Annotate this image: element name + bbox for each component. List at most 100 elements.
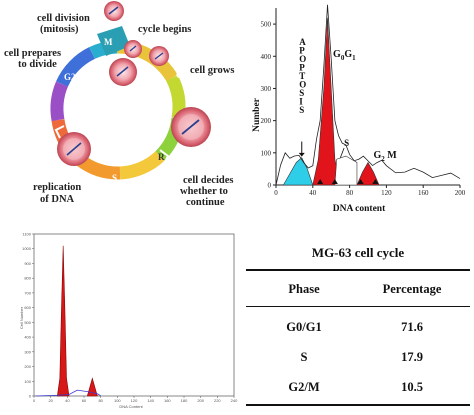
label-cell-prepares: cell prepares to divide [4, 48, 64, 70]
hist2-y-tick-label: 100 [24, 379, 31, 384]
peak-marker [357, 179, 364, 184]
hist2-y-tick-label: 500 [24, 320, 31, 325]
table-row: S 17.9 [246, 342, 470, 372]
table-rule-bottom [246, 404, 470, 406]
hist1-x-tick-label: 160 [418, 189, 429, 197]
phase-g2-label: G2 [64, 72, 76, 82]
hist2-x-tick-label: 100 [114, 398, 121, 403]
hist1-x-tick-label: 0 [274, 189, 278, 197]
hist1-y-tick-label: 0 [268, 182, 272, 190]
hist1-x-tick-label: 120 [381, 189, 392, 197]
hist1-y-axis-label: Number [252, 97, 262, 132]
cell-percentage: 71.6 [401, 320, 423, 334]
g2m-peak-label: G2 M [374, 150, 398, 163]
hist1-x-tick-label: 200 [455, 189, 466, 197]
hist2-x-tick-label: 200 [197, 398, 204, 403]
hist2-x-tick-label: 240 [231, 398, 238, 403]
hist2-x-tick-label: 140 [147, 398, 154, 403]
peak-marker [331, 179, 338, 184]
table-row: G2/M 10.5 [246, 372, 470, 402]
hist1-x-tick-label: 80 [346, 189, 354, 197]
ring-seg-5 [76, 154, 121, 180]
label-replication: replication of DNA [33, 182, 84, 205]
cell-percentage: 10.5 [401, 380, 423, 394]
hist2-y-tick-label: 1100 [22, 232, 31, 237]
table-header-row: Phase Percentage [246, 274, 470, 304]
s-phase-pointer [340, 147, 345, 158]
phase-g1-label: G1 [176, 70, 188, 80]
label-cell-decides: cell decides whether to continue [180, 175, 236, 208]
table-rule-top [246, 269, 470, 271]
hist2-x-tick-label: 20 [48, 398, 53, 403]
s-phase-area [334, 155, 358, 186]
apoptosis-area [282, 157, 314, 186]
hist2-y-tick-label: 700 [24, 290, 31, 295]
hist2-x-tick-label: 220 [214, 398, 221, 403]
hist2-y-tick-label: 900 [24, 261, 31, 266]
cell-top-dividing [104, 1, 124, 21]
peak-marker [372, 179, 379, 184]
hist2-y-tick-label: 200 [24, 364, 31, 369]
cell-phase: S [300, 350, 308, 364]
phase-s-label: S [112, 173, 117, 183]
cell-cycle-diagram: M G2 G1 S R [0, 0, 240, 215]
hist2-y-tick-label: 1000 [22, 246, 32, 251]
table-rule-mid [246, 306, 470, 307]
hist2-x-tick-label: 120 [131, 398, 138, 403]
cell-percentage: 17.9 [401, 350, 423, 364]
hist2-fit-line [35, 389, 101, 397]
hist1-y-tick-label: 100 [261, 149, 272, 157]
cell-small-2 [149, 46, 169, 66]
label-cycle-begins: cycle begins [138, 24, 191, 35]
g2m-peak-area [356, 161, 380, 186]
checkpoint-mark-s [54, 125, 65, 139]
dna-histogram-1: 0 100 200 300 400 500 0 40 80 120 160 200 Number DN… [250, 0, 474, 215]
cell-phase: G2/M [288, 380, 320, 394]
hist2-y-tick-label: 600 [24, 305, 31, 310]
label-cell-division: cell division (mitosis) [37, 13, 92, 35]
hist2-y-tick-label: 0 [29, 394, 32, 399]
g2m-peak-area [86, 377, 98, 397]
checkpoint-mark-r [159, 149, 170, 165]
hist1-y-tick-label: 400 [261, 53, 272, 61]
cell-small-1 [124, 40, 142, 58]
m-phase-wedge [97, 26, 130, 56]
g0g1-peak-area [56, 245, 70, 397]
label-cell-grows: cell grows [190, 65, 234, 76]
hist2-x-tick-label: 180 [181, 398, 188, 403]
hist2-x-tick-label: 0 [33, 398, 36, 403]
hist1-y-tick-label: 500 [261, 21, 272, 29]
cell-large-right [171, 107, 211, 147]
g0g1-peak-area [312, 17, 341, 186]
hist2-x-axis-label: DNA Content [119, 404, 143, 409]
hist2-y-axis-label: Cell Number [19, 306, 24, 329]
hist1-y-tick-label: 300 [261, 85, 272, 93]
hist1-y-tick-label: 200 [261, 117, 272, 125]
hist2-x-tick-label: 40 [65, 398, 70, 403]
ring-seg-4 [119, 151, 165, 180]
cell-large-left [57, 132, 91, 166]
hist1-x-tick-label: 40 [309, 189, 317, 197]
s-phase-label: S [344, 138, 349, 148]
peak-marker [317, 179, 324, 184]
apoptosis-arrowhead [298, 152, 305, 157]
cycle-svg: M G2 G1 S R [4, 1, 236, 208]
hist2-y-tick-label: 300 [24, 349, 31, 354]
cell-phase: G0/G1 [286, 320, 322, 334]
cell-cycle-table: MG-63 cell cycle Phase Percentage G0/G1 … [246, 238, 470, 408]
table-title: MG-63 cell cycle [311, 245, 405, 260]
hist2-y-tick-label: 400 [24, 335, 31, 340]
g0g1-peak-label: G0G1 [333, 49, 356, 62]
cell-center [109, 58, 137, 86]
hist1-x-axis-label: DNA content [333, 204, 386, 214]
phase-r-label: R [158, 152, 165, 162]
phase-m-label: M [104, 37, 113, 47]
hist2-x-tick-label: 160 [164, 398, 171, 403]
header-phase: Phase [288, 282, 320, 296]
hist1-envelope-line [275, 4, 461, 186]
header-percentage: Percentage [382, 282, 442, 296]
ring-seg-7 [50, 81, 69, 122]
ring-seg-8 [56, 47, 96, 87]
hist2-x-tick-label: 60 [82, 398, 87, 403]
